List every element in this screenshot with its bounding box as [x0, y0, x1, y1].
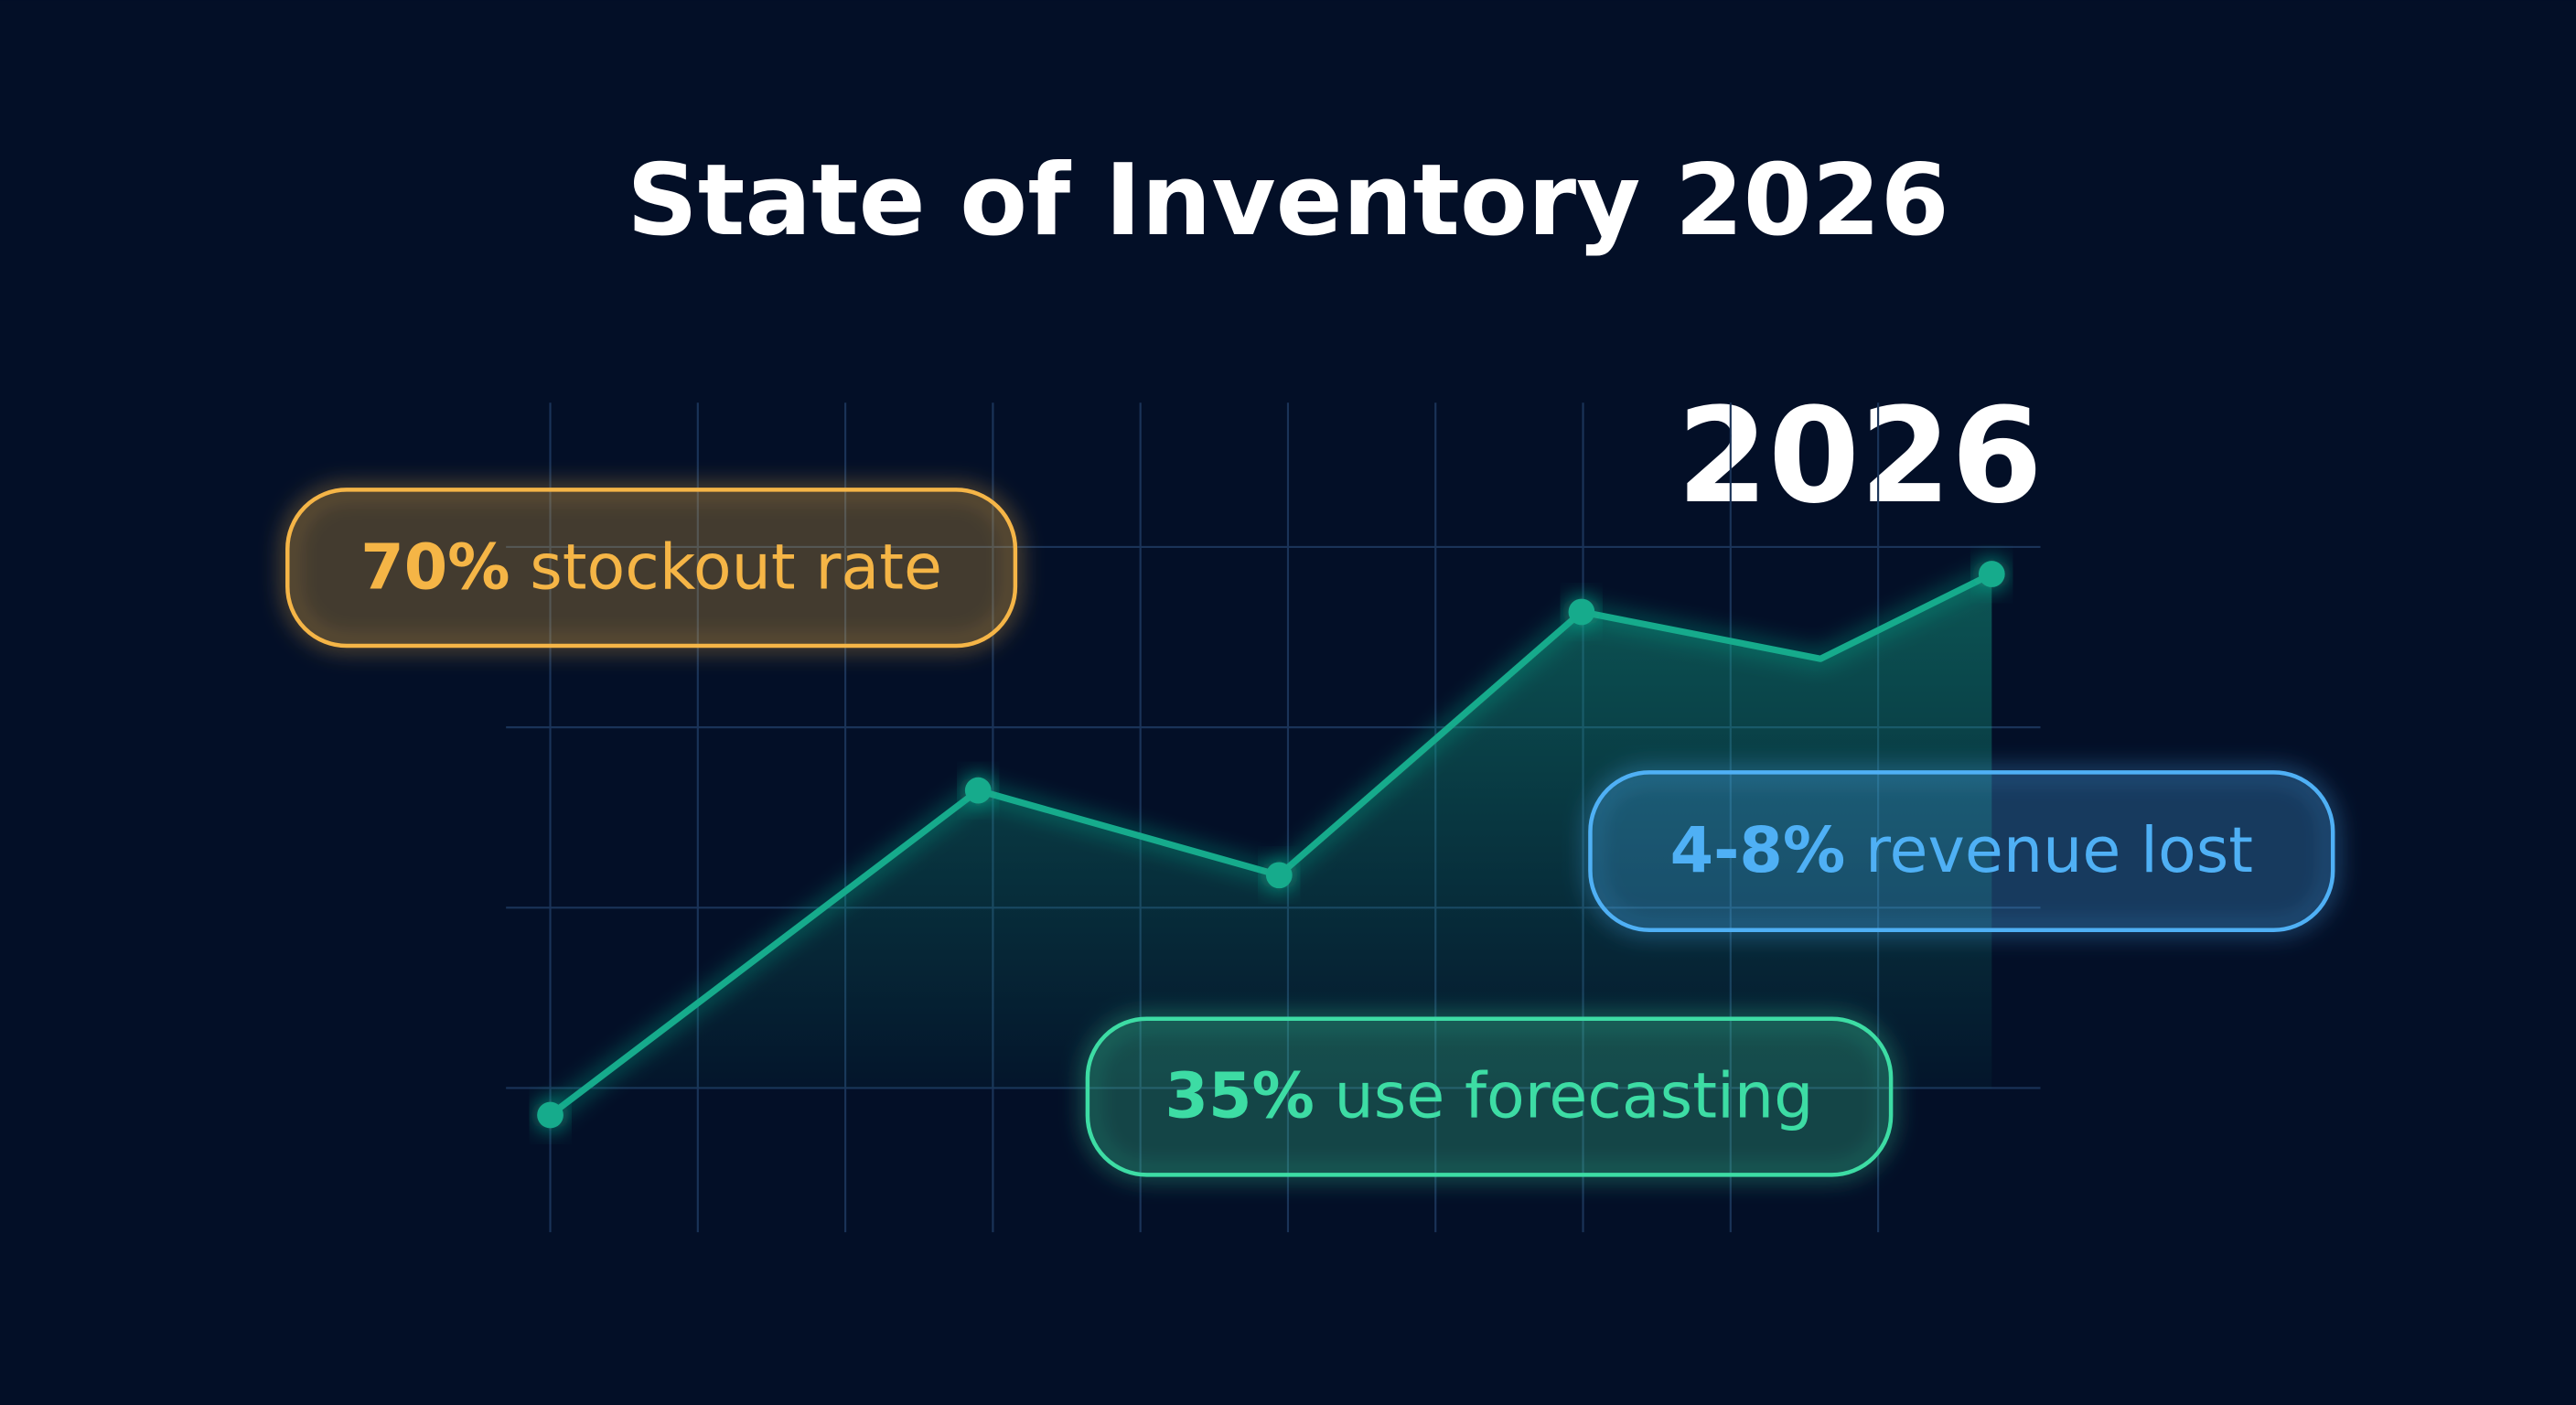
- callout-box: [1588, 770, 2335, 932]
- callout-label: revenue lost: [1865, 815, 2253, 887]
- annotations: 70% stockout rate 4-8% revenue lost 35% us…: [285, 488, 2335, 1177]
- highlight-label: 2026: [1677, 380, 2043, 532]
- point: [1265, 862, 1293, 889]
- callout-emphasis: 35%: [1165, 1060, 1315, 1132]
- callout-text: 4-8% revenue lost: [1670, 815, 2253, 887]
- area: [550, 574, 1992, 1116]
- callout-label: use forecasting: [1335, 1060, 1814, 1132]
- callout-text: 70% stockout rate: [360, 531, 942, 604]
- line: [548, 571, 1993, 1118]
- callout-text: 35% use forecasting: [1165, 1060, 1814, 1132]
- point: [537, 1101, 564, 1129]
- callout-emphasis: 4-8%: [1670, 815, 1846, 887]
- callout-emphasis: 70%: [360, 531, 510, 604]
- callout-box: [1085, 1016, 1894, 1177]
- callout-label: stockout rate: [530, 531, 942, 604]
- point: [1568, 598, 1595, 626]
- title: State of Inventory 2026: [627, 144, 1948, 258]
- callout-box: [285, 488, 1018, 649]
- point: [1978, 561, 2005, 587]
- point: [964, 777, 992, 804]
